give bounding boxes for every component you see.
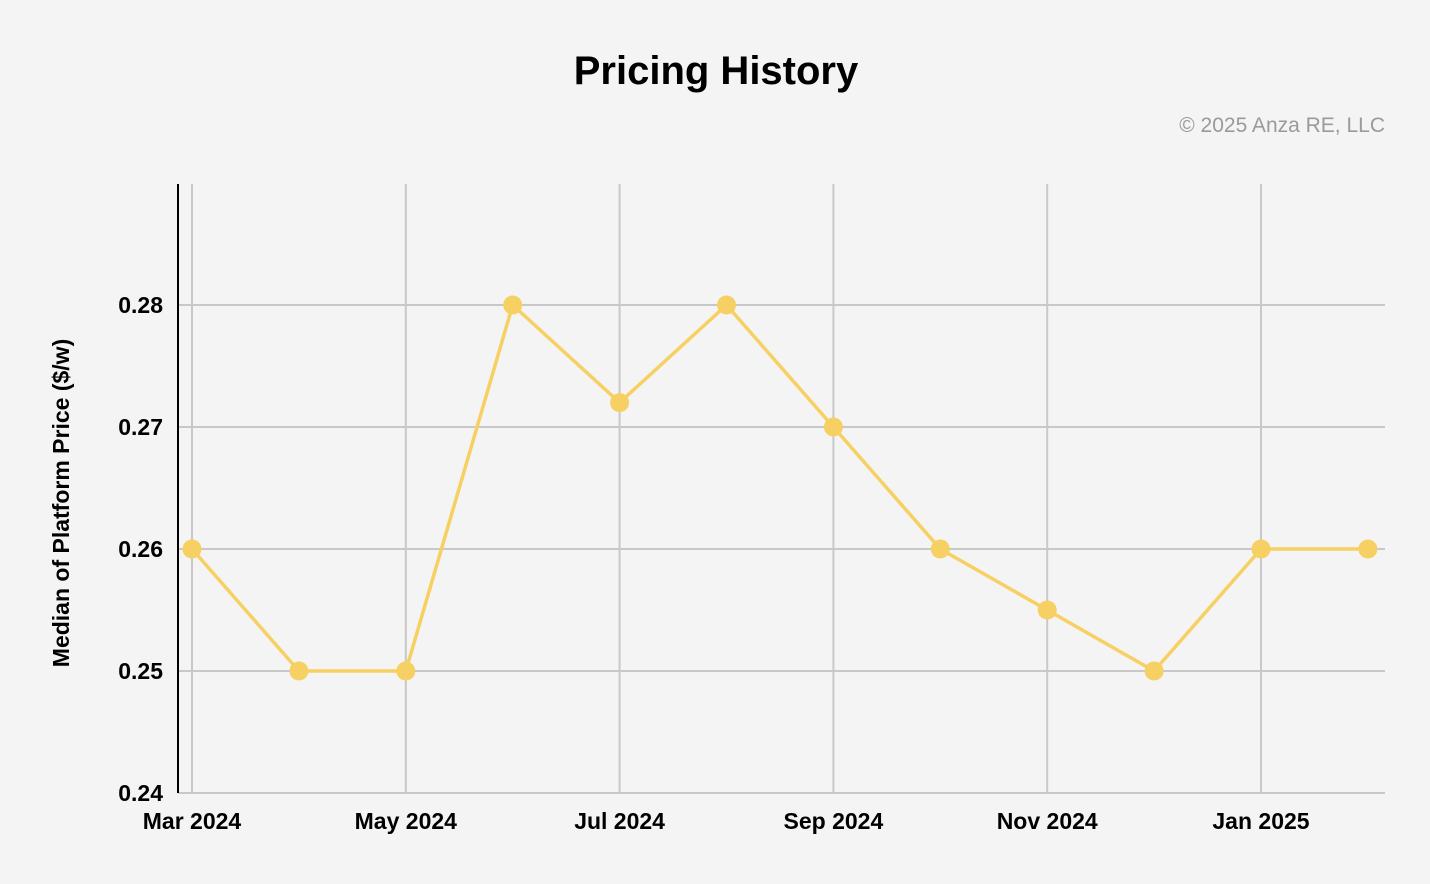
y-tick-label: 0.28 (118, 292, 163, 318)
x-tick-label: Mar 2024 (143, 808, 242, 834)
data-point (182, 539, 202, 559)
data-point (717, 295, 736, 315)
tick-labels: 0.24 0.25 0.26 0.27 0.28 Mar 2024 May 2024 Jul … (118, 292, 1310, 834)
y-tick-label: 0.26 (118, 536, 163, 562)
y-tick-label: 0.25 (118, 658, 163, 684)
data-point (610, 393, 630, 413)
x-tick-label: Sep 2024 (784, 808, 884, 834)
gridlines (178, 184, 1385, 793)
data-point (396, 661, 416, 681)
x-tick-label: Nov 2024 (997, 808, 1098, 834)
y-tick-label: 0.27 (118, 414, 163, 440)
data-point (1037, 600, 1057, 620)
x-tick-label: Jan 2025 (1212, 808, 1309, 834)
chart-title: Pricing History (574, 49, 859, 93)
data-point (1358, 539, 1378, 559)
data-point (1144, 661, 1164, 681)
y-tick-label: 0.24 (118, 780, 163, 806)
series-line-path (190, 303, 1368, 673)
copyright-text: © 2025 Anza RE, LLC (1179, 114, 1385, 137)
y-axis-label: Median of Platform Price ($/w) (48, 339, 74, 667)
axes (177, 184, 1385, 794)
data-point (823, 417, 843, 437)
series-line (182, 295, 1378, 681)
data-point (1251, 539, 1271, 559)
x-tick-label: May 2024 (355, 808, 458, 834)
data-point (503, 295, 523, 315)
x-tick-label: Jul 2024 (574, 808, 665, 834)
data-point (930, 539, 950, 559)
data-point (289, 661, 309, 681)
